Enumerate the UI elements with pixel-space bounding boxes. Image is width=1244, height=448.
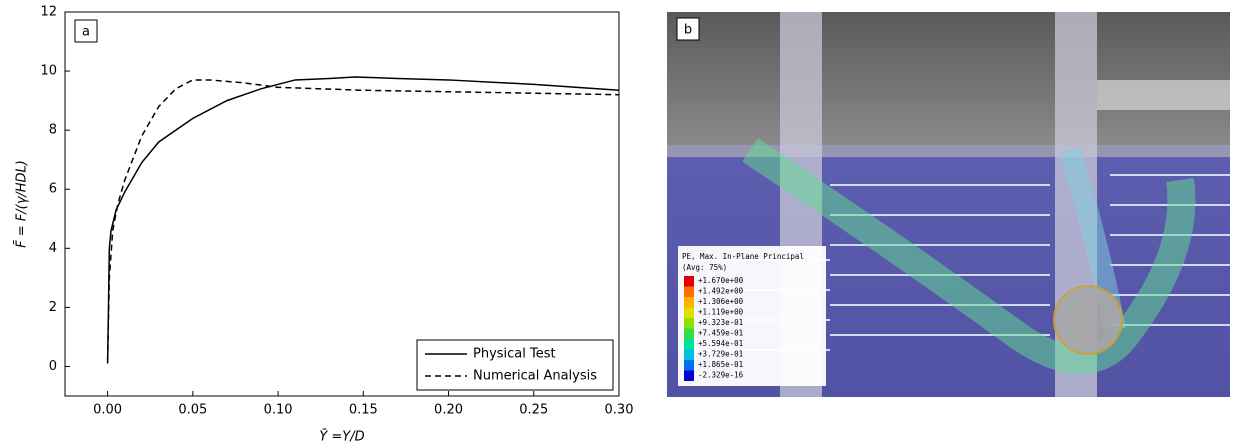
color-swatch (684, 286, 694, 297)
x-tick-label: 0.00 (93, 403, 122, 418)
x-tick-label: 0.10 (264, 403, 293, 418)
color-swatch (684, 318, 694, 329)
y-tick-label: 2 (49, 300, 57, 315)
colorbar-label: +1.119e+00 (698, 308, 744, 317)
color-swatch (684, 297, 694, 308)
x-tick-label: 0.30 (605, 403, 634, 418)
y-tick-label: 0 (49, 359, 57, 374)
y-tick-label: 4 (49, 241, 57, 256)
legend-box (416, 339, 614, 391)
colorbar-label: +5.594e-01 (698, 339, 743, 348)
x-tick-label: 0.15 (349, 403, 378, 418)
panel-label: a (82, 25, 90, 40)
colorbar-label: +1.306e+00 (698, 297, 744, 306)
x-axis-label: Ȳ =Y/D (319, 430, 364, 445)
color-swatch (684, 307, 694, 318)
series-line (106, 79, 620, 361)
legend-subtitle: (Avg: 75%) (682, 263, 727, 272)
y-tick-label: 10 (40, 64, 57, 79)
panel-label: b (684, 23, 692, 38)
color-swatch (684, 339, 694, 350)
legend-title: PE, Max. In-Plane Principal (682, 252, 804, 261)
colorbar-label: -2.329e-16 (698, 371, 744, 380)
colorbar-label: +7.459e-01 (698, 329, 743, 338)
colorbar-label: +3.729e-01 (698, 350, 743, 359)
colorbar-label: +9.323e-01 (698, 318, 743, 327)
legend-label: Physical Test (473, 347, 556, 362)
panel-label-box (74, 19, 98, 43)
y-tick-label: 8 (49, 123, 57, 138)
legend-label: Numerical Analysis (473, 369, 597, 384)
y-tick-label: 6 (49, 182, 57, 197)
color-swatch (684, 370, 694, 381)
plot-frame (64, 11, 620, 397)
x-tick-label: 0.05 (178, 403, 207, 418)
x-tick-label: 0.25 (519, 403, 548, 418)
color-swatch (684, 360, 694, 371)
x-tick-label: 0.20 (434, 403, 463, 418)
colorbar-label: +1.492e+00 (698, 287, 744, 296)
y-axis-label: F̄ = F/(γ/HDL) (14, 160, 29, 248)
color-swatch (684, 276, 694, 287)
color-swatch (684, 349, 694, 360)
colorbar-label: +1.670e+00 (698, 276, 744, 285)
photo: b PE, Max. In-Plane Principal (Avg: 75%)… (667, 12, 1230, 397)
series-line (106, 76, 620, 364)
colorbar-label: +1.865e-01 (698, 360, 743, 369)
color-swatch (684, 328, 694, 339)
y-tick-label: 12 (40, 5, 57, 20)
